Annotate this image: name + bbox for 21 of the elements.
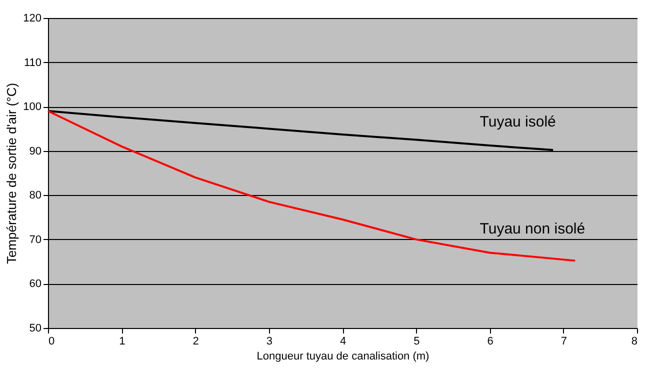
y-axis-title: Température de sortie d'air (°C): [4, 82, 20, 264]
y-tick-label: 110: [24, 56, 42, 69]
x-tick-label: 1: [119, 336, 126, 348]
x-tick-label: 3: [266, 336, 272, 348]
y-tick-label: 70: [29, 234, 42, 246]
series-label: Tuyau non isolé: [480, 220, 586, 238]
y-tick-label: 50: [29, 322, 42, 334]
series-label: Tuyau isolé: [480, 114, 556, 131]
y-tick-label: 120: [23, 12, 42, 24]
x-tick-label: 7: [560, 336, 567, 348]
x-axis-title: Longueur tuyau de canalisation (m): [256, 350, 430, 362]
y-tick-label: 90: [29, 145, 42, 158]
x-tick-label: 2: [192, 336, 199, 348]
x-tick-label: 4: [340, 336, 346, 348]
x-tick-label: 8: [631, 336, 638, 348]
x-tick-label: 6: [487, 336, 494, 348]
y-tick-label: 80: [29, 190, 42, 202]
y-tick-label: 60: [29, 278, 42, 290]
x-tick-label: 0: [48, 336, 55, 348]
y-tick-label: 100: [23, 101, 42, 114]
x-tick-label: 5: [414, 336, 420, 348]
